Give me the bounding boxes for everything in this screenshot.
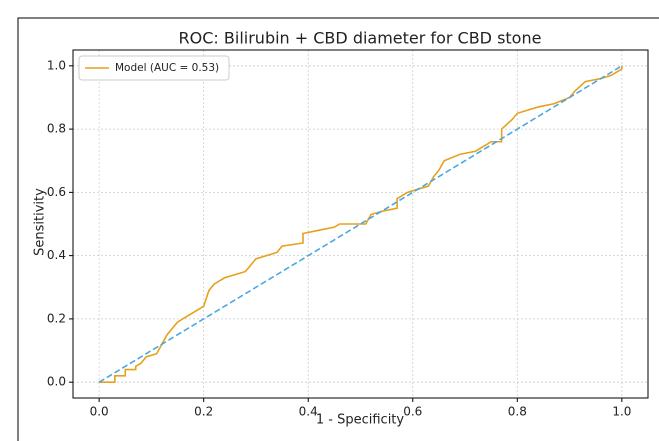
series-line [99, 65, 623, 383]
legend-label: Model (AUC = 0.53) [115, 62, 219, 74]
chart-title: ROC: Bilirubin + CBD diameter for CBD st… [179, 29, 542, 48]
x-tick-label: 0.8 [508, 405, 527, 419]
plot-frame [72, 49, 649, 399]
x-axis-label: 1 - Specificity [316, 413, 405, 428]
y-tick-label: 1.0 [47, 58, 66, 72]
x-tick-label: 0.4 [299, 405, 318, 419]
legend-box [78, 55, 230, 81]
frame [17, 17, 659, 441]
y-tick-label: 0.2 [47, 311, 66, 325]
y-tick-label: 0.8 [47, 122, 66, 136]
x-tick-label: 0.2 [194, 405, 213, 419]
x-tick-label: 0.6 [403, 405, 422, 419]
y-tick-label: 0.6 [47, 185, 66, 199]
x-tick-label: 1.0 [612, 405, 631, 419]
y-axis-label: Sensitivity [33, 188, 48, 256]
series-line [98, 65, 623, 383]
x-tick-label: 0.0 [90, 405, 109, 419]
y-tick-label: 0.4 [47, 248, 66, 262]
y-tick-label: 0.0 [47, 375, 66, 389]
